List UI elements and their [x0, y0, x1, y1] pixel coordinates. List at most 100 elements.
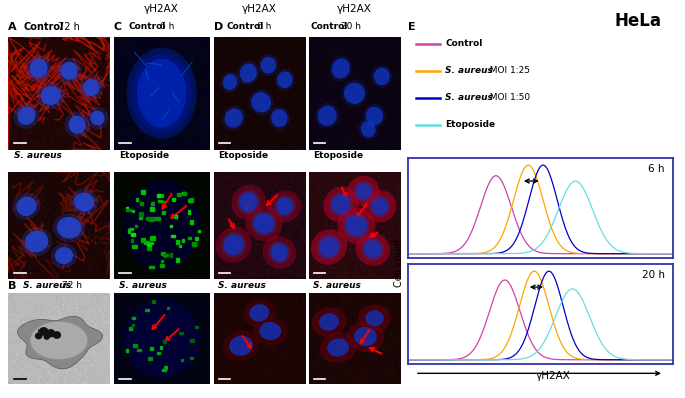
Ellipse shape: [269, 106, 290, 130]
Ellipse shape: [57, 217, 82, 238]
Bar: [149, 217, 153, 221]
Text: S. aureus: S. aureus: [445, 66, 493, 75]
Bar: [175, 215, 177, 217]
Text: B: B: [8, 281, 16, 291]
Text: S. aureus: S. aureus: [445, 94, 493, 102]
Ellipse shape: [132, 54, 191, 133]
Bar: [151, 202, 154, 205]
Ellipse shape: [55, 247, 73, 264]
Bar: [161, 201, 165, 203]
Text: γH2AX: γH2AX: [242, 4, 277, 14]
Bar: [149, 266, 154, 268]
Text: 20 h: 20 h: [642, 270, 664, 280]
Ellipse shape: [274, 68, 295, 91]
Ellipse shape: [258, 54, 279, 76]
Bar: [177, 193, 181, 195]
Ellipse shape: [344, 82, 365, 104]
Text: Control: Control: [23, 22, 64, 32]
Bar: [157, 352, 160, 354]
Ellipse shape: [124, 181, 199, 271]
Ellipse shape: [323, 187, 358, 222]
Ellipse shape: [277, 71, 292, 88]
Bar: [146, 217, 149, 220]
Ellipse shape: [356, 232, 390, 266]
Text: 6 h: 6 h: [257, 22, 271, 31]
Ellipse shape: [271, 244, 288, 261]
Bar: [160, 346, 162, 349]
Ellipse shape: [341, 80, 368, 107]
Ellipse shape: [224, 234, 244, 255]
Ellipse shape: [332, 59, 350, 78]
Ellipse shape: [251, 211, 277, 236]
Bar: [170, 225, 173, 227]
Circle shape: [45, 335, 49, 339]
Bar: [137, 349, 141, 351]
Bar: [162, 369, 166, 371]
Bar: [150, 236, 155, 240]
Bar: [140, 238, 145, 242]
Bar: [188, 199, 191, 202]
Ellipse shape: [138, 60, 186, 127]
Ellipse shape: [363, 104, 386, 128]
Ellipse shape: [40, 86, 61, 105]
Bar: [132, 233, 135, 236]
Bar: [184, 192, 186, 195]
Ellipse shape: [232, 185, 265, 219]
Ellipse shape: [53, 213, 85, 242]
Ellipse shape: [240, 63, 257, 83]
Ellipse shape: [358, 304, 391, 332]
Bar: [149, 242, 153, 244]
Bar: [160, 265, 164, 267]
Ellipse shape: [51, 243, 77, 268]
Ellipse shape: [347, 321, 384, 352]
Bar: [192, 242, 196, 246]
Bar: [140, 203, 143, 205]
Ellipse shape: [74, 193, 95, 211]
Bar: [188, 211, 190, 215]
Ellipse shape: [262, 236, 296, 269]
Text: 6 h: 6 h: [160, 22, 175, 31]
Bar: [161, 252, 165, 255]
Ellipse shape: [315, 103, 340, 129]
Ellipse shape: [353, 181, 374, 202]
Bar: [171, 235, 175, 237]
Text: γH2AX: γH2AX: [337, 4, 372, 14]
Bar: [162, 211, 164, 214]
Text: 72 h: 72 h: [58, 22, 79, 32]
Ellipse shape: [269, 190, 301, 222]
Ellipse shape: [70, 189, 99, 215]
Bar: [192, 244, 196, 246]
Ellipse shape: [14, 103, 40, 129]
Bar: [129, 228, 133, 230]
Bar: [161, 259, 163, 262]
Ellipse shape: [364, 240, 382, 258]
Text: MOI 1:25: MOI 1:25: [484, 66, 530, 75]
Circle shape: [53, 332, 60, 338]
Bar: [182, 238, 184, 242]
Ellipse shape: [366, 107, 383, 125]
Ellipse shape: [274, 195, 296, 218]
Ellipse shape: [361, 121, 375, 137]
Text: γH2AX: γH2AX: [536, 371, 571, 381]
Ellipse shape: [31, 322, 87, 359]
Ellipse shape: [348, 176, 379, 207]
Text: D: D: [214, 22, 223, 32]
Bar: [132, 246, 137, 248]
Ellipse shape: [17, 107, 36, 125]
Text: S. aureus: S. aureus: [23, 281, 71, 290]
Bar: [145, 241, 149, 244]
Ellipse shape: [253, 317, 288, 345]
Bar: [188, 236, 190, 239]
Bar: [136, 198, 138, 201]
Bar: [148, 357, 152, 360]
Bar: [190, 357, 193, 359]
Ellipse shape: [222, 105, 245, 131]
Bar: [164, 254, 166, 257]
Bar: [164, 366, 166, 369]
Ellipse shape: [329, 191, 353, 217]
Bar: [175, 240, 179, 244]
Ellipse shape: [345, 215, 367, 236]
Text: A: A: [8, 22, 17, 32]
Bar: [129, 328, 132, 330]
Ellipse shape: [243, 299, 275, 327]
